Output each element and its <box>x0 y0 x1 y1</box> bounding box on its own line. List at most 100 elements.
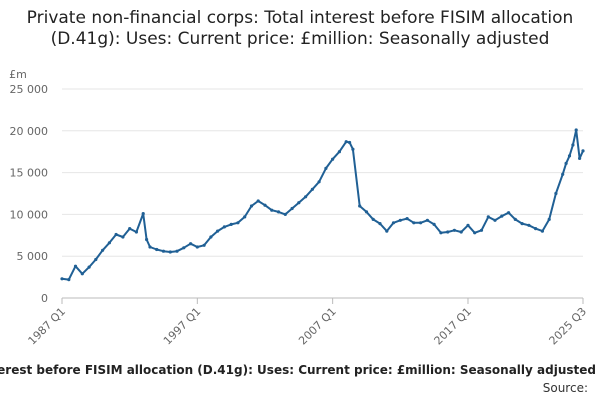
data-point <box>310 187 314 191</box>
chart-title: Private non-financial corps: Total inter… <box>26 8 574 49</box>
data-point <box>101 248 105 252</box>
y-axis-unit: £m <box>9 68 27 81</box>
gridlines <box>62 88 583 299</box>
x-tick-label: 2025 Q3 <box>547 305 590 348</box>
data-point <box>507 211 511 215</box>
data-point <box>168 250 172 254</box>
data-point <box>67 278 71 282</box>
data-point <box>331 157 335 161</box>
x-tick-label: 1987 Q1 <box>26 305 69 348</box>
data-point <box>452 228 456 232</box>
data-point <box>348 140 352 145</box>
data-point <box>578 156 582 160</box>
data-point <box>249 204 254 208</box>
data-point <box>364 210 369 214</box>
data-point <box>80 272 84 276</box>
data-point <box>425 218 429 222</box>
data-point <box>175 249 179 253</box>
y-tick-label: 15 000 <box>10 167 49 180</box>
data-point <box>561 172 565 176</box>
data-point <box>567 154 572 158</box>
y-tick-label: 25 000 <box>10 83 49 96</box>
data-point <box>107 241 111 245</box>
data-point <box>391 221 396 225</box>
data-point <box>263 203 267 207</box>
data-point <box>202 243 206 247</box>
data-point <box>243 215 247 219</box>
data-point <box>513 217 517 221</box>
data-point <box>581 149 585 153</box>
data-point <box>114 232 118 237</box>
source-label: Source: <box>542 381 588 395</box>
data-point <box>500 214 504 218</box>
x-axis-ticks: 1987 Q1 1997 Q1 2007 Q1 2017 Q1 2025 Q3 <box>26 298 590 348</box>
data-point <box>317 180 321 184</box>
data-point <box>540 229 545 233</box>
data-point <box>128 227 132 231</box>
data-point <box>276 210 281 214</box>
data-point <box>473 231 477 235</box>
data-point <box>520 222 524 226</box>
data-point <box>358 204 362 208</box>
data-point <box>385 229 389 233</box>
data-point <box>344 140 348 144</box>
x-tick-label: 1997 Q1 <box>161 305 204 348</box>
data-point <box>574 128 578 132</box>
footer-caption: Private non-financial corps: Total inter… <box>0 363 600 381</box>
data-point <box>270 208 274 212</box>
data-point <box>466 223 470 227</box>
data-point <box>182 246 186 250</box>
data-point <box>554 191 558 196</box>
data-point <box>412 221 416 225</box>
y-tick-label: 5 000 <box>17 250 49 263</box>
data-point <box>141 212 145 216</box>
data-point <box>547 217 551 221</box>
data-point <box>161 249 166 253</box>
data-point <box>571 143 575 147</box>
data-point <box>121 235 125 239</box>
data-point <box>398 218 402 222</box>
data-point <box>337 150 341 154</box>
data-point <box>486 215 490 219</box>
data-point <box>564 161 568 165</box>
data-point <box>60 277 64 281</box>
data-point <box>351 147 355 151</box>
data-point <box>446 230 450 234</box>
data-point <box>216 229 220 233</box>
data-point <box>527 223 531 227</box>
y-axis-ticks: 0 5 000 10 000 15 000 20 000 25 000 <box>10 83 49 305</box>
data-point <box>479 228 484 232</box>
data-point <box>493 218 497 222</box>
data-point <box>405 217 409 221</box>
data-point <box>283 212 287 216</box>
data-point <box>297 201 301 205</box>
data-point <box>324 166 328 170</box>
data-point <box>236 221 240 225</box>
data-point <box>256 199 260 203</box>
series-points <box>60 128 585 282</box>
data-point <box>155 247 159 252</box>
data-point <box>229 222 233 226</box>
x-tick-label: 2007 Q1 <box>296 305 339 348</box>
data-point <box>73 264 78 268</box>
data-point <box>290 206 294 211</box>
y-tick-label: 20 000 <box>10 125 49 138</box>
y-tick-label: 10 000 <box>10 208 49 221</box>
data-point <box>87 265 91 269</box>
data-point <box>145 237 149 242</box>
data-point <box>209 235 213 239</box>
data-point <box>148 245 152 249</box>
data-point <box>419 221 423 225</box>
data-point <box>534 227 538 231</box>
data-point <box>459 230 463 234</box>
data-point <box>94 257 98 262</box>
footer-caption-text: Private non-financial corps: Total inter… <box>0 363 596 377</box>
series-line <box>61 129 584 281</box>
data-point <box>439 231 443 235</box>
data-point <box>189 242 193 246</box>
data-point <box>222 225 226 229</box>
data-point <box>432 222 436 226</box>
data-point <box>134 230 138 234</box>
data-point <box>371 217 375 221</box>
